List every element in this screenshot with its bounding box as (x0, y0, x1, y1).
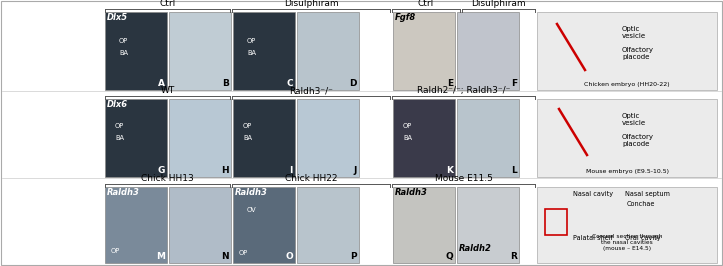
Text: Dlx6: Dlx6 (107, 100, 128, 109)
Text: Nasal septum: Nasal septum (625, 191, 670, 197)
Text: Optic
vesicle: Optic vesicle (622, 113, 646, 126)
Text: WT: WT (161, 86, 175, 95)
Text: N: N (221, 252, 229, 261)
Bar (393, 99, 455, 177)
Bar (537, 99, 717, 177)
Text: Optic
vesicle: Optic vesicle (622, 26, 646, 39)
Bar (457, 12, 519, 90)
Text: OP: OP (111, 248, 120, 254)
Text: OP: OP (247, 38, 256, 44)
Bar (545, 209, 567, 235)
Text: Chick HH13: Chick HH13 (141, 174, 194, 183)
Bar (297, 187, 359, 263)
Text: D: D (349, 79, 357, 88)
Text: Palatal shelf: Palatal shelf (573, 235, 613, 241)
Text: OP: OP (115, 123, 124, 129)
Text: Chick HH22: Chick HH22 (285, 174, 337, 183)
Bar (457, 187, 519, 263)
Bar (297, 12, 359, 90)
Text: Conchae: Conchae (627, 201, 655, 207)
Bar (105, 99, 167, 177)
Text: Disulphiram: Disulphiram (471, 0, 526, 8)
Text: Olfactory
placode: Olfactory placode (622, 134, 654, 147)
Text: Raldh3⁻/⁻: Raldh3⁻/⁻ (289, 86, 333, 95)
Bar (393, 12, 455, 90)
Text: Raldh2⁻/⁻; Raldh3⁻/⁻: Raldh2⁻/⁻; Raldh3⁻/⁻ (417, 86, 510, 95)
Text: Chicken embryo (HH20-22): Chicken embryo (HH20-22) (584, 82, 669, 87)
Text: A: A (158, 79, 165, 88)
Text: Raldh3: Raldh3 (107, 188, 140, 197)
Text: Raldh3: Raldh3 (395, 188, 428, 197)
Text: F: F (511, 79, 517, 88)
Text: I: I (290, 166, 293, 175)
Text: Mouse E11.5: Mouse E11.5 (435, 174, 492, 183)
Text: J: J (354, 166, 357, 175)
Bar (105, 12, 167, 90)
Bar (169, 99, 231, 177)
Text: Nasal cavity: Nasal cavity (573, 191, 613, 197)
Text: OP: OP (119, 38, 128, 44)
Text: BA: BA (403, 135, 412, 141)
Text: BA: BA (115, 135, 124, 141)
Text: L: L (511, 166, 517, 175)
Text: Raldh2: Raldh2 (459, 244, 492, 253)
Text: R: R (510, 252, 517, 261)
Text: Ctrl: Ctrl (418, 0, 434, 8)
Text: Fgf8: Fgf8 (395, 13, 416, 22)
Text: Dlx5: Dlx5 (107, 13, 128, 22)
Text: OP: OP (239, 250, 248, 256)
Bar (537, 187, 717, 263)
Bar (233, 99, 295, 177)
Bar (233, 12, 295, 90)
Text: OP: OP (243, 123, 252, 129)
Text: OP: OP (403, 123, 412, 129)
Bar (393, 187, 455, 263)
Text: Raldh3: Raldh3 (235, 188, 268, 197)
Text: Q: Q (445, 252, 453, 261)
Text: Olfactory
placode: Olfactory placode (622, 47, 654, 60)
Text: K: K (446, 166, 453, 175)
Bar (297, 99, 359, 177)
Bar (169, 187, 231, 263)
Text: C: C (286, 79, 293, 88)
Text: P: P (351, 252, 357, 261)
Text: H: H (221, 166, 229, 175)
Bar (169, 12, 231, 90)
Text: Mouse embryo (E9.5-10.5): Mouse embryo (E9.5-10.5) (586, 169, 669, 174)
Text: BA: BA (119, 50, 128, 56)
Text: B: B (222, 79, 229, 88)
Text: Disulphiram: Disulphiram (283, 0, 338, 8)
Bar (457, 99, 519, 177)
Text: Ctrl: Ctrl (159, 0, 176, 8)
Text: O: O (286, 252, 293, 261)
Text: OV: OV (247, 207, 257, 213)
Text: BA: BA (247, 50, 256, 56)
Text: Oral cavity: Oral cavity (625, 235, 661, 241)
Bar (233, 187, 295, 263)
Text: G: G (158, 166, 165, 175)
Text: BA: BA (243, 135, 252, 141)
Text: E: E (447, 79, 453, 88)
Text: Coronal section through
the nasal cavities
(mouse – E14.5): Coronal section through the nasal caviti… (592, 234, 662, 251)
Bar (537, 12, 717, 90)
Bar (105, 187, 167, 263)
Text: M: M (156, 252, 165, 261)
